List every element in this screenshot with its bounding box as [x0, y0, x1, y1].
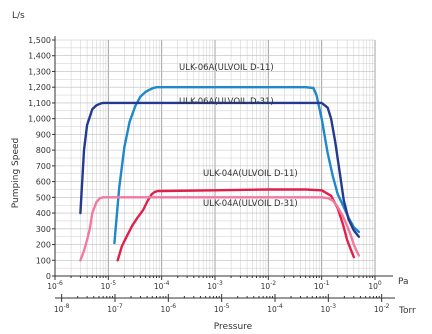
chart-grid [54, 39, 376, 277]
y-tick-label: 1,300 [28, 67, 51, 76]
chart-labels: L/s Pumping Speed Pressure Pa Torr [11, 11, 416, 332]
series-line-ulk04a-d11 [116, 188, 355, 262]
y-tick-label: 1,000 [28, 115, 51, 124]
y-tick-label: 800 [36, 146, 51, 155]
pa-tick-label: 100 [368, 280, 382, 291]
series-line-ulk04a-d31 [79, 196, 361, 262]
y-tick-label: 100 [36, 256, 51, 265]
torr-tick-label: 10-6 [161, 303, 177, 314]
torr-unit-label: Torr [398, 306, 416, 316]
y-unit-label: L/s [12, 11, 25, 21]
torr-tick-label: 10-5 [214, 303, 230, 314]
y-tick-label: 500 [36, 193, 51, 202]
y-tick-label: 600 [36, 178, 51, 187]
series-label-ulk04a-d11: ULK-04A(ULVOIL D-11) [203, 169, 298, 179]
y-tick-label: 400 [36, 209, 51, 218]
pa-tick-label: 10-4 [154, 280, 170, 291]
pa-tick-label: 10-6 [47, 280, 63, 291]
series-line-ulk06a-d31 [79, 101, 361, 238]
y-tick-label: 1,200 [28, 83, 51, 92]
y-tick-label: 1,500 [28, 36, 51, 45]
torr-tick-label: 10-4 [267, 303, 283, 314]
y-tick-label: 700 [36, 162, 51, 171]
torr-tick-label: 10-2 [374, 303, 390, 314]
series-labels: ULK-06A(ULVOIL D-11) ULK-06A(ULVOIL D-31… [179, 63, 298, 209]
torr-tick-label: 10-7 [107, 303, 123, 314]
y-tick-label: 200 [36, 241, 51, 250]
y-tick-label: 0 [46, 272, 51, 281]
pa-tick-label: 10-3 [207, 280, 223, 291]
y-tick-label: 1,400 [28, 52, 51, 61]
pa-tick-label: 10-2 [261, 280, 277, 291]
torr-tick-label: 10-3 [321, 303, 337, 314]
y-axis-title: Pumping Speed [11, 138, 21, 208]
y-tick-label: 300 [36, 225, 51, 234]
series-line-ulk06a-d11 [113, 85, 361, 245]
chart-series [79, 85, 361, 262]
y-tick-label: 900 [36, 130, 51, 139]
series-label-ulk06a-d31: ULK-06A(ULVOIL D-31) [179, 97, 274, 107]
torr-tick-label: 10-8 [54, 303, 70, 314]
pa-unit-label: Pa [398, 277, 409, 287]
pa-tick-label: 10-5 [101, 280, 117, 291]
chart-axes: 0 100 200 300 400 500 600 700 800 900 1,000 1,100 1,… [28, 36, 395, 314]
pa-tick-label: 10-1 [314, 280, 330, 291]
series-label-ulk04a-d31: ULK-04A(ULVOIL D-31) [203, 199, 298, 209]
y-tick-label: 1,100 [28, 99, 51, 108]
x-axis-title: Pressure [214, 322, 253, 332]
series-label-ulk06a-d11: ULK-06A(ULVOIL D-11) [179, 63, 274, 73]
